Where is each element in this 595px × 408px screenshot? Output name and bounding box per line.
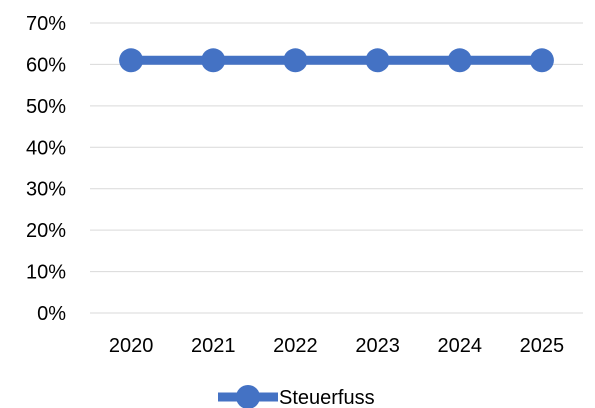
y-axis: 0% 10% 20% 30% 40% 50% 60% 70% bbox=[26, 13, 66, 325]
x-tick-label: 2021 bbox=[191, 335, 236, 357]
y-tick-label: 0% bbox=[37, 303, 66, 325]
data-point bbox=[447, 48, 472, 73]
y-tick-label: 50% bbox=[26, 96, 66, 118]
x-tick-label: 2023 bbox=[355, 335, 400, 357]
y-tick-label: 60% bbox=[26, 54, 66, 76]
x-tick-label: 2022 bbox=[273, 335, 318, 357]
data-point bbox=[119, 48, 144, 73]
x-tick-label: 2024 bbox=[438, 335, 483, 357]
y-tick-label: 10% bbox=[26, 262, 66, 284]
data-point bbox=[283, 48, 308, 73]
x-tick-label: 2020 bbox=[109, 335, 154, 357]
legend-marker bbox=[236, 385, 260, 408]
gridlines bbox=[90, 22, 583, 314]
legend-label-steuerfuss: Steuerfuss bbox=[279, 387, 375, 408]
y-tick-label: 40% bbox=[26, 137, 66, 159]
y-tick-label: 70% bbox=[26, 13, 66, 35]
data-point bbox=[529, 48, 554, 73]
y-tick-label: 20% bbox=[26, 220, 66, 242]
data-point bbox=[201, 48, 226, 73]
data-point bbox=[365, 48, 390, 73]
series-plot bbox=[119, 48, 554, 73]
y-tick-label: 30% bbox=[26, 179, 66, 201]
x-axis: 2020 2021 2022 2023 2024 2025 bbox=[109, 335, 564, 357]
legend: Steuerfuss bbox=[218, 385, 375, 408]
x-tick-label: 2025 bbox=[520, 335, 565, 357]
